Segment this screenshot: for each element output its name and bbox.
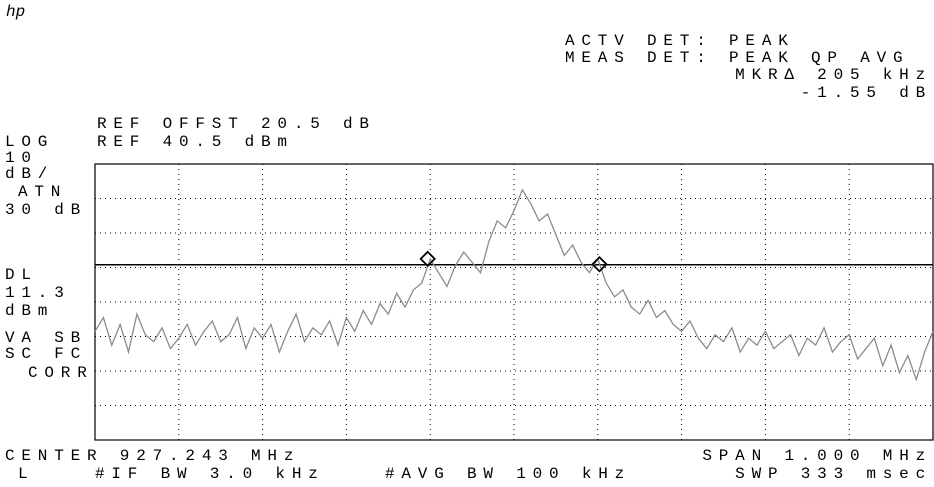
annotation: ATN <box>18 183 67 201</box>
annotation: 30 dB <box>5 201 87 219</box>
footer-text: SPAN 1.000 MHz <box>702 447 932 465</box>
footer-text: #AVG BW 100 kHz <box>385 465 631 483</box>
logo: hp <box>6 3 25 21</box>
status-line: -1.55 dB <box>801 84 932 102</box>
ref-offset: REF OFFST 20.5 dB <box>97 115 376 133</box>
marker <box>591 255 608 273</box>
annotation: CORR <box>28 364 94 382</box>
annotation: 10 <box>5 149 38 167</box>
trace <box>94 188 934 382</box>
footer-text: #IF BW 3.0 kHz <box>95 465 325 483</box>
footer-text: CENTER 927.243 MHz <box>5 447 300 465</box>
annotation: dB/ <box>5 165 54 183</box>
annotation: LOG <box>5 133 54 151</box>
marker <box>419 250 436 268</box>
annotation: VA SB <box>5 329 87 347</box>
annotation: SC FC <box>5 345 87 363</box>
footer-text: L <box>18 465 34 483</box>
status-line: MKRΔ 205 kHz <box>735 66 932 84</box>
status-line: ACTV DET: PEAK <box>565 32 795 50</box>
annotation: DL <box>5 266 38 284</box>
ref-level: REF 40.5 dBm <box>97 133 294 151</box>
status-line: MEAS DET: PEAK QP AVG <box>565 49 909 67</box>
annotation: dBm <box>5 302 54 320</box>
annotation: 11.3 <box>5 284 71 302</box>
footer-text: SWP 333 msec <box>735 465 932 483</box>
